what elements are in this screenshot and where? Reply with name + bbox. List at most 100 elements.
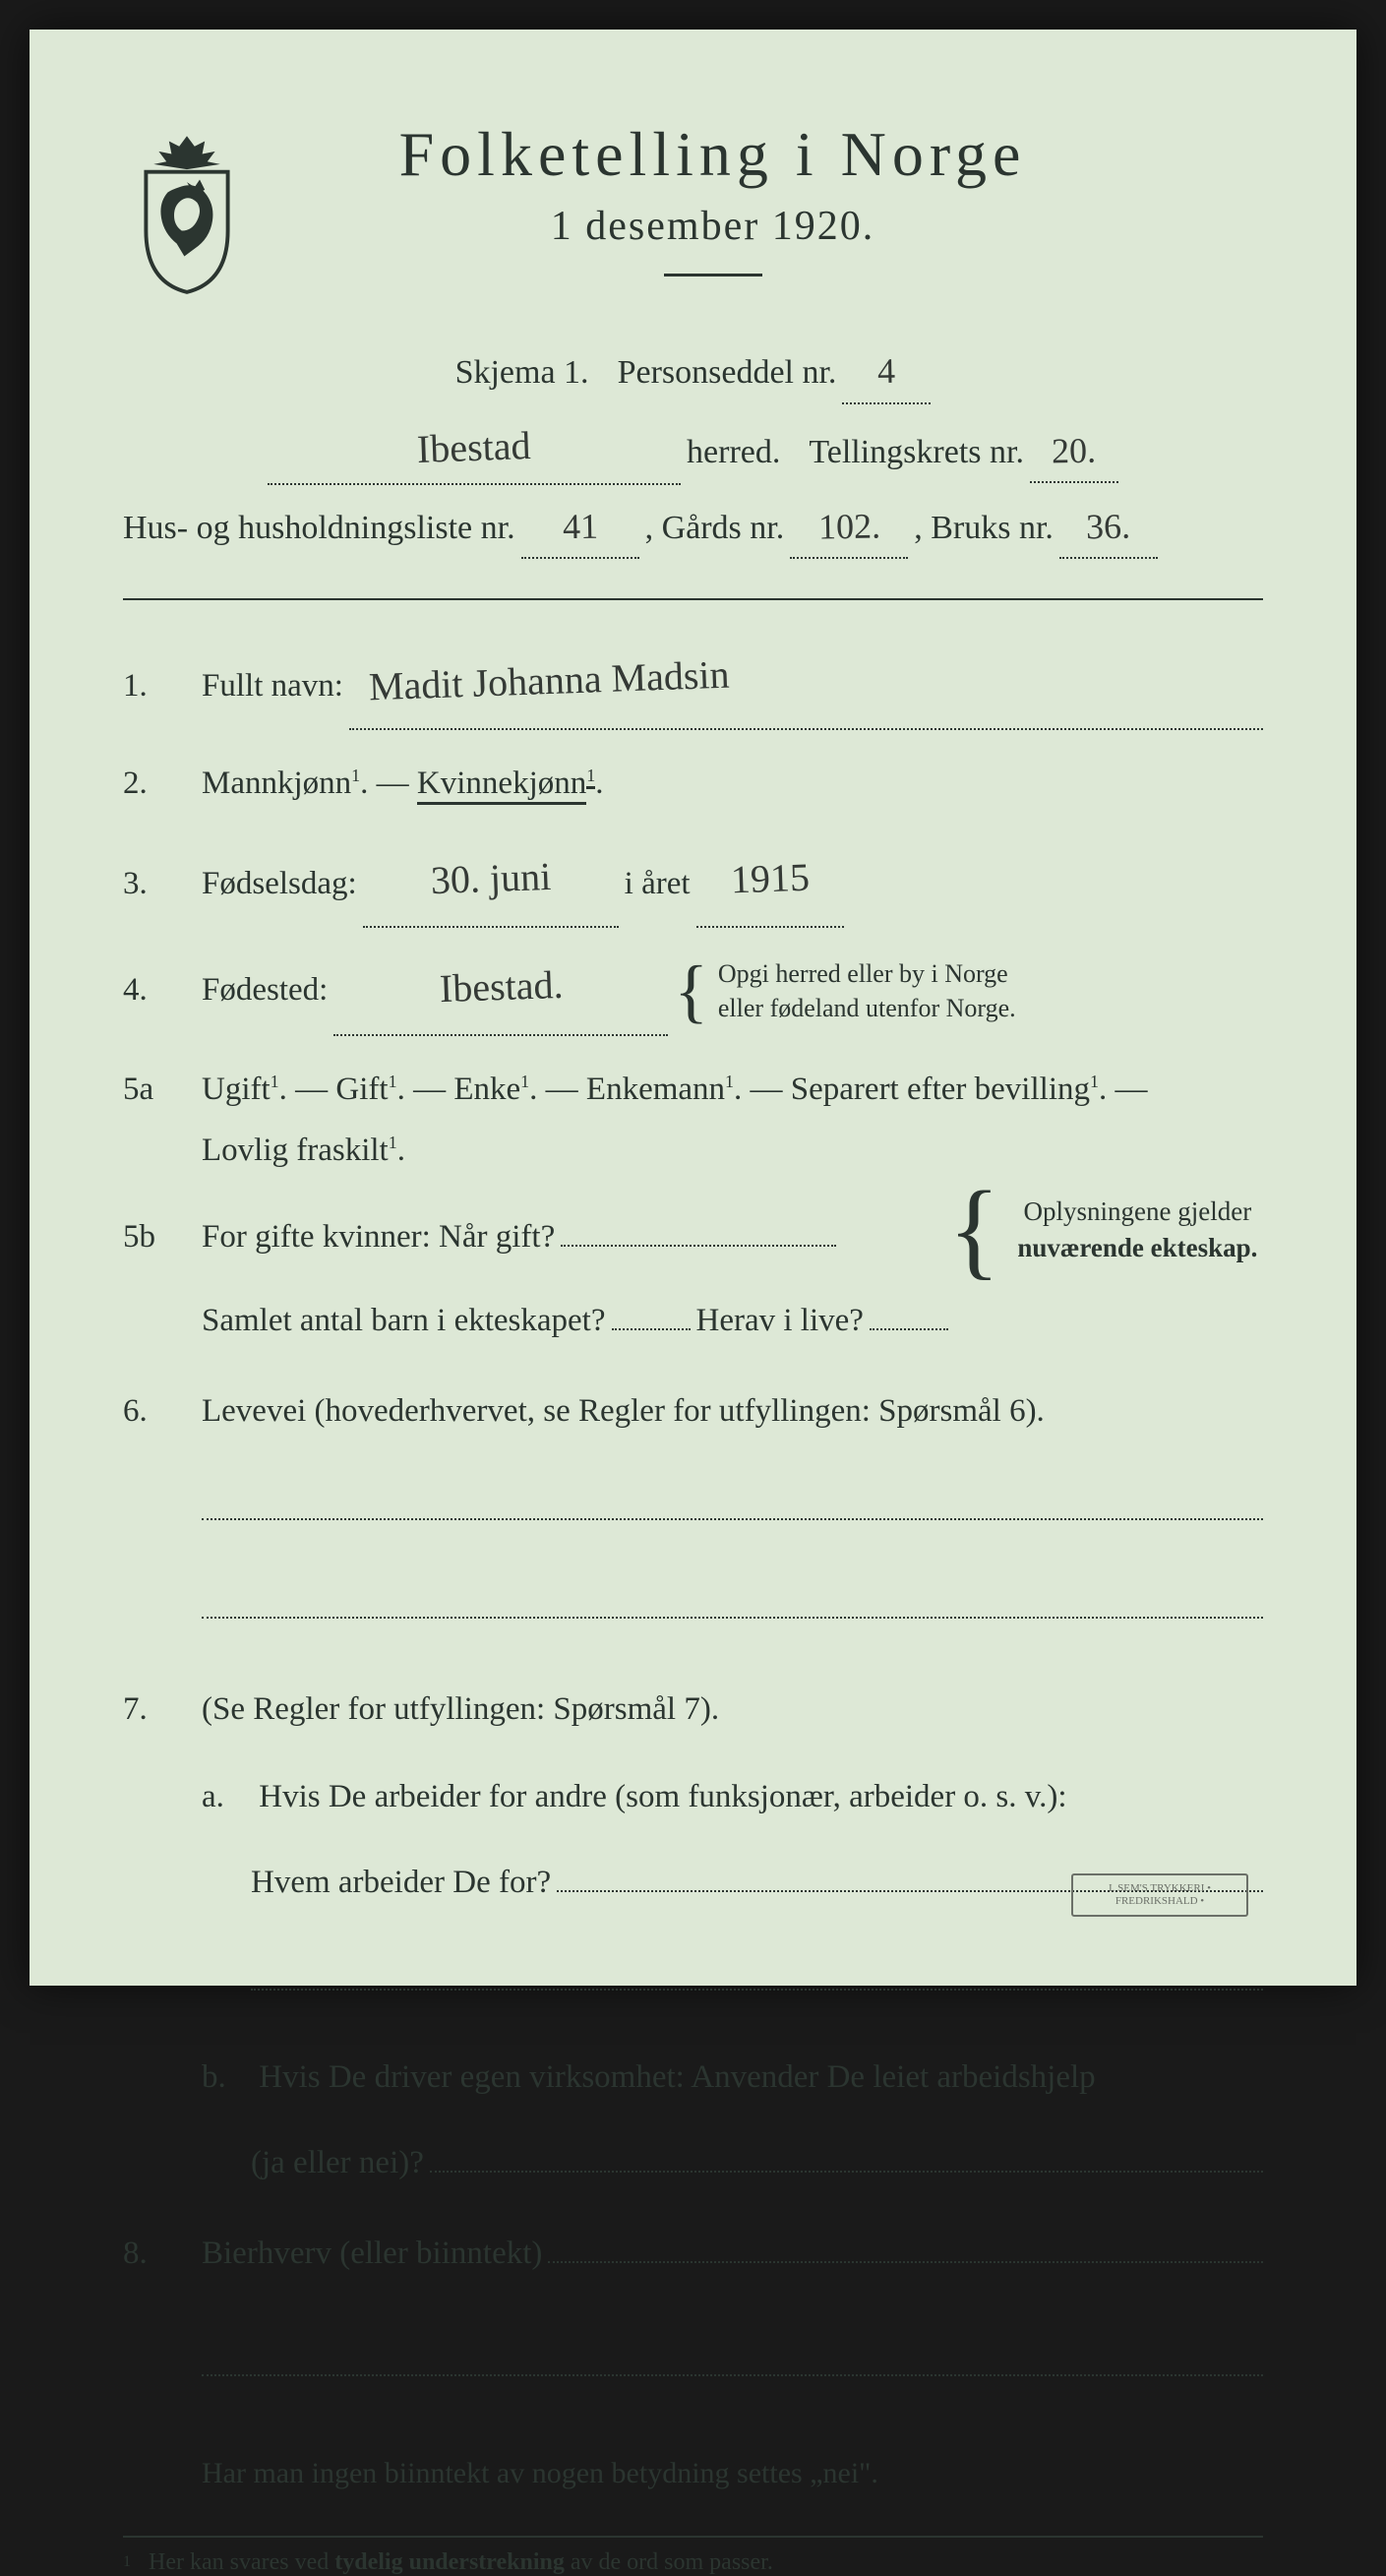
gards-label: , Gårds nr. bbox=[645, 502, 785, 555]
question-list: 1. Fullt navn: Madit Johanna Madsin 2. M… bbox=[123, 640, 1263, 2506]
meta-line-2: Ibestad herred. Tellingskrets nr. 20. bbox=[123, 418, 1263, 485]
footnote-text: Her kan svares ved tydelig understreknin… bbox=[149, 2549, 773, 2576]
header: Folketelling i Norge 1 desember 1920. bbox=[123, 118, 1263, 304]
q7a-letter: a. bbox=[202, 1761, 251, 1833]
divider bbox=[123, 598, 1263, 600]
main-title: Folketelling i Norge bbox=[290, 118, 1135, 191]
meta-block: Skjema 1. Personseddel nr. 4 Ibestad her… bbox=[123, 343, 1263, 559]
footnote-rule bbox=[123, 2536, 1263, 2538]
personseddel-nr: 4 bbox=[842, 343, 931, 404]
meta-line-1: Skjema 1. Personseddel nr. 4 bbox=[123, 343, 1263, 404]
q5b-line2: Samlet antal barn i ekteskapet? Herav i … bbox=[202, 1285, 1263, 1357]
title-rule bbox=[664, 274, 762, 276]
q3-mid: i året bbox=[625, 848, 691, 920]
q5b-note: { Oplysningene gjelder nuværende ekteska… bbox=[948, 1192, 1263, 1267]
q2-kvinne: Kvinnekjønn bbox=[417, 766, 586, 805]
q1-body: Fullt navn: Madit Johanna Madsin bbox=[202, 640, 1263, 730]
q6-blank2 bbox=[202, 1579, 1263, 1619]
gards-nr: 102. bbox=[790, 499, 908, 560]
q2-body: Mannkjønn1. — Kvinnekjønn1. bbox=[202, 748, 1263, 820]
q7-body: (Se Regler for utfyllingen: Spørsmål 7).… bbox=[202, 1674, 1263, 2198]
q5b-live-blank bbox=[870, 1326, 948, 1330]
q3-num: 3. bbox=[123, 848, 202, 920]
tellingskrets-label: Tellingskrets nr. bbox=[809, 426, 1024, 479]
q7b-l2: (ja eller nei)? bbox=[251, 2127, 424, 2199]
q6-blank1 bbox=[202, 1481, 1263, 1520]
printer-stamp: I. SEM'S TRYKKERI • FREDRIKSHALD • bbox=[1071, 1873, 1248, 1917]
husliste-label: Hus- og husholdningsliste nr. bbox=[123, 502, 515, 555]
q3-day: 30. juni bbox=[363, 837, 619, 928]
bottom-note: Har man ingen biinntekt av nogen betydni… bbox=[202, 2441, 1263, 2506]
q7b-blank bbox=[430, 2169, 1263, 2173]
q2-dash: — bbox=[377, 766, 417, 801]
q1-value: Madit Johanna Madsin bbox=[349, 640, 1263, 730]
q8-blank2 bbox=[202, 2337, 1263, 2376]
q7b-l1: Hvis De driver egen virksomhet: Anvender… bbox=[259, 2059, 1095, 2095]
q3: 3. Fødselsdag: 30. juni i året 1915 bbox=[123, 837, 1263, 928]
q7-num: 7. bbox=[123, 1674, 202, 1746]
q5b-num: 5b bbox=[123, 1201, 202, 1273]
q4-value: Ibestad. bbox=[333, 946, 668, 1036]
herred-value: Ibestad bbox=[268, 418, 681, 485]
brace-icon: { bbox=[948, 1192, 1000, 1267]
q7b-l2row: (ja eller nei)? bbox=[202, 2127, 1263, 2199]
q8-label: Bierhverv (eller biinntekt) bbox=[202, 2218, 542, 2290]
q7b-letter: b. bbox=[202, 2042, 251, 2114]
q2-period2: . bbox=[595, 766, 603, 801]
q7b: b. Hvis De driver egen virksomhet: Anven… bbox=[202, 2042, 1263, 2198]
q2-period1: . bbox=[360, 766, 368, 801]
q8-num: 8. bbox=[123, 2218, 202, 2290]
q7a-l2: Hvem arbeider De for? bbox=[251, 1847, 551, 1919]
herred-label: herred. bbox=[687, 426, 780, 479]
q4-num: 4. bbox=[123, 954, 202, 1026]
footnote: 1 Her kan svares ved tydelig understrekn… bbox=[123, 2549, 1263, 2576]
q7: 7. (Se Regler for utfyllingen: Spørsmål … bbox=[123, 1674, 1263, 2198]
q7a-blank2 bbox=[251, 1951, 1263, 1991]
q5b: 5b { Oplysningene gjelder nuværende ekte… bbox=[123, 1201, 1263, 1356]
q5b-l2b: Herav i live? bbox=[696, 1285, 864, 1357]
q4: 4. Fødested: Ibestad. { Opgi herred elle… bbox=[123, 946, 1263, 1036]
coat-of-arms-icon bbox=[123, 128, 251, 295]
q3-year: 1915 bbox=[696, 837, 844, 928]
brace-icon: { bbox=[674, 966, 708, 1015]
q8: 8. Bierhverv (eller biinntekt) bbox=[123, 2218, 1263, 2290]
q3-body: Fødselsdag: 30. juni i året 1915 bbox=[202, 837, 1263, 928]
q5a-num: 5a bbox=[123, 1054, 202, 1126]
q4-body: Fødested: Ibestad. { Opgi herred eller b… bbox=[202, 946, 1263, 1036]
q7a-l1: Hvis De arbeider for andre (som funksjon… bbox=[259, 1779, 1066, 1814]
q5b-body: { Oplysningene gjelder nuværende ekteska… bbox=[202, 1201, 1263, 1356]
q1: 1. Fullt navn: Madit Johanna Madsin bbox=[123, 640, 1263, 730]
q6: 6. Levevei (hovederhvervet, se Regler fo… bbox=[123, 1376, 1263, 1644]
q6-body: Levevei (hovederhvervet, se Regler for u… bbox=[202, 1376, 1263, 1644]
q5b-l1a: For gifte kvinner: Når gift? bbox=[202, 1201, 555, 1273]
q1-label: Fullt navn: bbox=[202, 650, 343, 722]
subtitle: 1 desember 1920. bbox=[290, 203, 1135, 250]
q2: 2. Mannkjønn1. — Kvinnekjønn1. bbox=[123, 748, 1263, 820]
bruks-label: , Bruks nr. bbox=[914, 502, 1054, 555]
q5b-l2a: Samlet antal barn i ekteskapet? bbox=[202, 1285, 606, 1357]
q8-body: Bierhverv (eller biinntekt) bbox=[202, 2218, 1263, 2290]
q2-mann: Mannkjønn bbox=[202, 766, 351, 801]
meta-line-3: Hus- og husholdningsliste nr. 41 , Gårds… bbox=[123, 499, 1263, 560]
q6-num: 6. bbox=[123, 1376, 202, 1447]
q4-note-text: Opgi herred eller by i Norge eller fødel… bbox=[718, 956, 1043, 1025]
q3-label: Fødselsdag: bbox=[202, 848, 357, 920]
q1-num: 1. bbox=[123, 650, 202, 722]
q5b-gift-blank bbox=[561, 1243, 836, 1247]
footnote-num: 1 bbox=[123, 2549, 131, 2576]
q5b-line1: For gifte kvinner: Når gift? bbox=[202, 1201, 948, 1273]
q5b-barn-blank bbox=[612, 1326, 691, 1330]
personseddel-label: Personseddel nr. bbox=[618, 346, 837, 399]
title-block: Folketelling i Norge 1 desember 1920. bbox=[290, 118, 1263, 304]
q5a-body: Ugift1. — Gift1. — Enke1. — Enkemann1. —… bbox=[202, 1059, 1263, 1182]
q5a: 5a Ugift1. — Gift1. — Enke1. — Enkemann1… bbox=[123, 1054, 1263, 1182]
census-form-page: Folketelling i Norge 1 desember 1920. Sk… bbox=[30, 30, 1356, 1986]
skjema-label: Skjema 1. bbox=[455, 346, 589, 399]
q7-intro: (Se Regler for utfyllingen: Spørsmål 7). bbox=[202, 1674, 1263, 1746]
q4-label: Fødested: bbox=[202, 954, 328, 1026]
tellingskrets-nr: 20. bbox=[1030, 423, 1118, 484]
q6-text: Levevei (hovederhvervet, se Regler for u… bbox=[202, 1393, 1045, 1429]
q2-num: 2. bbox=[123, 748, 202, 820]
q4-note: { Opgi herred eller by i Norge eller fød… bbox=[674, 956, 1043, 1025]
q8-blank bbox=[548, 2259, 1263, 2263]
